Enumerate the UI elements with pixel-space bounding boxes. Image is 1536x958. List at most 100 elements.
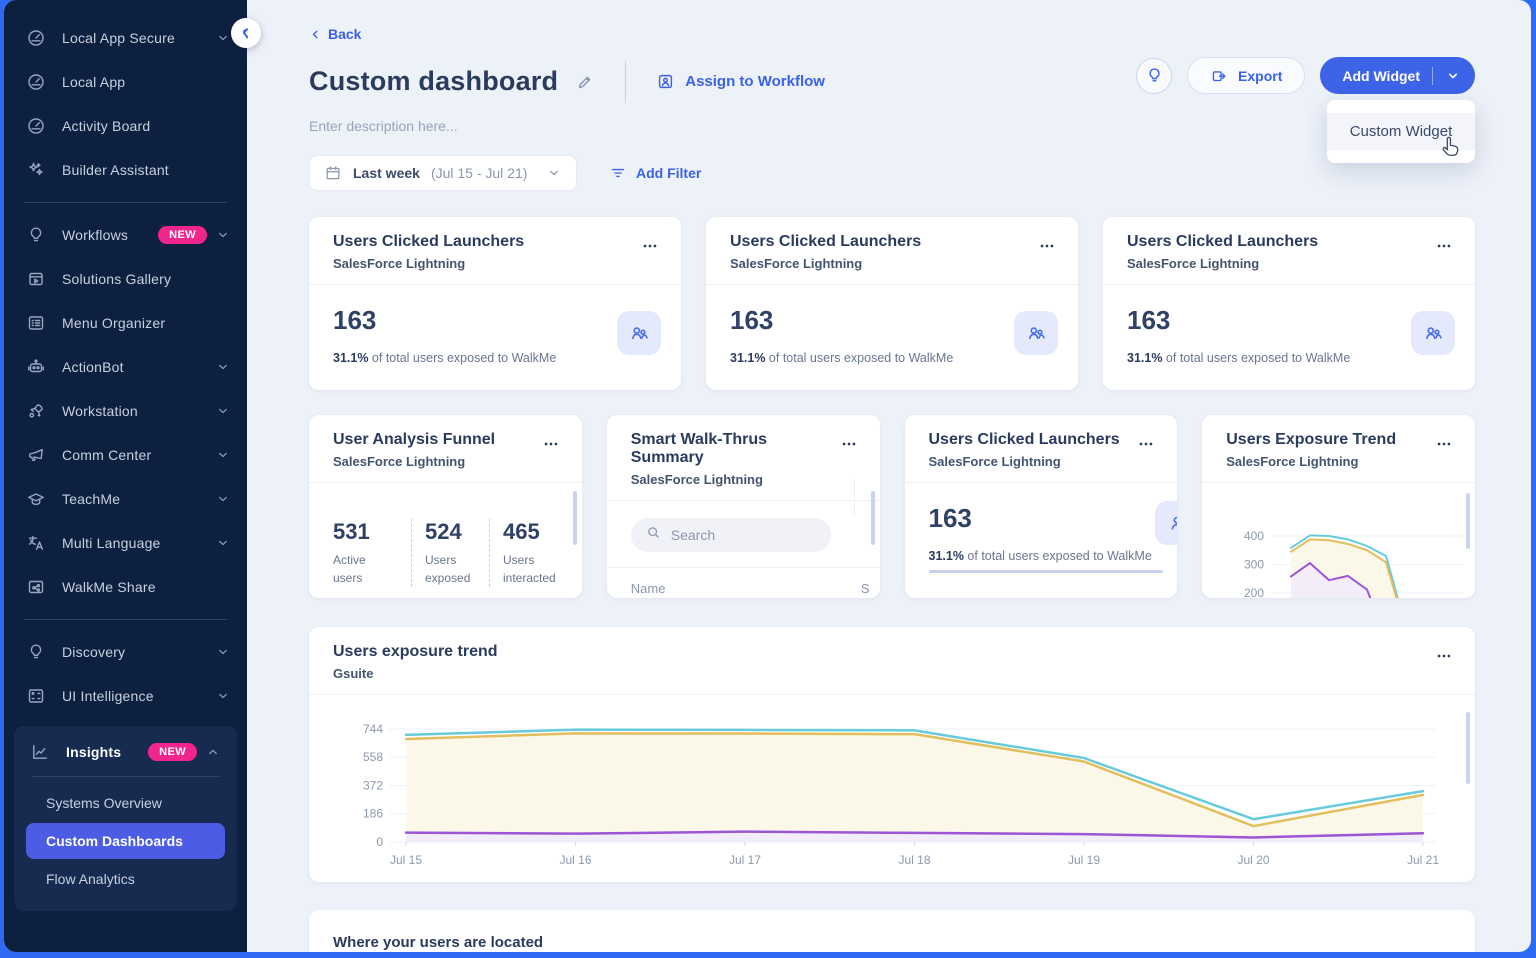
scrollbar[interactable]: [871, 491, 875, 545]
sidebar-item-label: Builder Assistant: [62, 162, 169, 178]
kebab-menu-icon[interactable]: [1038, 233, 1056, 260]
sidebar-collapse-button[interactable]: [231, 18, 261, 48]
sidebar-item-activity-board[interactable]: Activity Board: [4, 104, 247, 148]
sidebar-item-walkme-share[interactable]: WalkMe Share: [4, 565, 247, 609]
export-button[interactable]: Export: [1187, 57, 1305, 94]
sidebar-item-local-app[interactable]: Local App: [4, 60, 247, 104]
sidebar-item-label: ActionBot: [62, 359, 124, 375]
search-input[interactable]: [671, 527, 801, 543]
svg-text:558: 558: [363, 750, 383, 764]
user-analysis-funnel-card: User Analysis Funnel SalesForce Lightnin…: [309, 415, 582, 598]
card-title: Where your users are located: [333, 934, 1451, 951]
sidebar-item-solutions-gallery[interactable]: Solutions Gallery: [4, 257, 247, 301]
users-exposure-trend-card: Users Exposure Trend SalesForce Lightnin…: [1202, 415, 1475, 598]
svg-text:300: 300: [1244, 557, 1264, 571]
calendar-icon: [324, 164, 342, 182]
card-subtitle: SalesForce Lightning: [1127, 256, 1318, 271]
sidebar-item-multi-language[interactable]: Multi Language: [4, 521, 247, 565]
description-input[interactable]: [309, 118, 729, 134]
column-header-clipped[interactable]: S: [861, 581, 870, 596]
kebab-menu-icon[interactable]: [1137, 431, 1155, 458]
list-icon: [26, 313, 46, 333]
add-filter-button[interactable]: Add Filter: [609, 164, 701, 182]
assign-to-workflow-link[interactable]: Assign to Workflow: [656, 72, 825, 91]
back-link[interactable]: Back: [309, 26, 361, 42]
metric-value: 163: [333, 305, 657, 336]
sidebar-divider: [24, 202, 227, 203]
sidebar-item-custom-dashboards[interactable]: Custom Dashboards: [26, 823, 225, 859]
svg-text:400: 400: [1244, 529, 1264, 543]
horizontal-scrollbar[interactable]: [929, 570, 1163, 573]
sidebar-item-ui-intelligence[interactable]: UI Intelligence: [4, 674, 247, 718]
chevron-up-icon: [205, 744, 221, 760]
app-frame: Local App Secure Local App Activity Boar…: [4, 0, 1531, 952]
sidebar-item-local-app-secure[interactable]: Local App Secure: [4, 16, 247, 60]
edit-pencil-icon[interactable]: [576, 72, 595, 91]
ui-intelligence-icon: [26, 686, 46, 706]
users-icon: [1411, 311, 1455, 355]
gauge-icon: [26, 28, 46, 48]
svg-text:Jul 19: Jul 19: [1068, 853, 1100, 867]
sidebar-item-actionbot[interactable]: ActionBot: [4, 345, 247, 389]
chevron-down-icon: [546, 165, 562, 181]
sidebar-item-flow-analytics[interactable]: Flow Analytics: [26, 861, 225, 897]
hand-cursor-icon: [1439, 134, 1465, 160]
card-subtitle: SalesForce Lightning: [1226, 454, 1396, 469]
kebab-menu-icon[interactable]: [542, 431, 560, 458]
sidebar-item-label: Workstation: [62, 403, 138, 419]
sidebar-item-discovery[interactable]: Discovery: [4, 630, 247, 674]
column-header-name[interactable]: Name: [631, 581, 666, 596]
sidebar-item-builder-assistant[interactable]: Builder Assistant: [4, 148, 247, 192]
chevron-down-icon: [215, 403, 231, 419]
users-icon: [617, 311, 661, 355]
chevron-down-icon: [215, 491, 231, 507]
table-header: Name S: [607, 567, 880, 598]
svg-text:0: 0: [376, 834, 383, 848]
users-clicked-launchers-card: Users Clicked Launchers SalesForce Light…: [905, 415, 1178, 598]
idea-bulb-button[interactable]: [1136, 58, 1172, 94]
lightbulb-icon: [26, 642, 46, 662]
sidebar-item-menu-organizer[interactable]: Menu Organizer: [4, 301, 247, 345]
sidebar-item-label: Multi Language: [62, 535, 161, 551]
funnel-stats: 531Active users 524Users exposed 465User…: [309, 519, 582, 587]
add-widget-dropdown: Custom Widget: [1327, 100, 1475, 163]
funnel-stat: 531Active users: [333, 519, 411, 587]
chevron-down-icon: [215, 359, 231, 375]
kebab-menu-icon[interactable]: [1435, 643, 1453, 670]
megaphone-icon: [26, 445, 46, 465]
svg-text:Jul 16: Jul 16: [559, 853, 591, 867]
kebab-menu-icon[interactable]: [1435, 233, 1453, 260]
scrollbar[interactable]: [1466, 712, 1470, 784]
sidebar-item-workflows[interactable]: Workflows NEW: [4, 213, 247, 257]
sidebar-item-label: TeachMe: [62, 491, 120, 507]
svg-text:Jul 20: Jul 20: [1237, 853, 1269, 867]
date-range-picker[interactable]: Last week (Jul 15 - Jul 21): [309, 155, 577, 191]
card-title: Users Clicked Launchers: [730, 233, 921, 251]
funnel-stat: 465Users interacted: [489, 519, 567, 587]
chevron-down-icon: [215, 644, 231, 660]
scrollbar[interactable]: [1466, 493, 1470, 549]
search-icon: [645, 524, 662, 546]
card-title: Users Clicked Launchers: [1127, 233, 1318, 251]
kebab-menu-icon[interactable]: [641, 233, 659, 260]
users-location-card: Where your users are located: [309, 910, 1475, 953]
custom-widget-menu-item[interactable]: Custom Widget: [1327, 113, 1475, 150]
funnel-stat: 524Users exposed: [411, 519, 489, 587]
widget-row-1: Users Clicked Launchers SalesForce Light…: [309, 217, 1475, 390]
sidebar-item-systems-overview[interactable]: Systems Overview: [26, 785, 225, 821]
sidebar-item-workstation[interactable]: Workstation: [4, 389, 247, 433]
person-icon: [1155, 501, 1177, 545]
add-widget-button[interactable]: Add Widget: [1320, 57, 1475, 94]
sidebar-item-comm-center[interactable]: Comm Center: [4, 433, 247, 477]
header-actions: Export Add Widget: [1136, 57, 1475, 94]
users-clicked-launchers-card: Users Clicked Launchers SalesForce Light…: [1103, 217, 1475, 390]
card-subtitle: SalesForce Lightning: [333, 256, 524, 271]
share-icon: [26, 577, 46, 597]
kebab-menu-icon[interactable]: [1435, 431, 1453, 458]
export-icon: [1210, 67, 1228, 85]
scrollbar[interactable]: [573, 491, 577, 545]
sidebar-item-insights[interactable]: Insights NEW: [14, 730, 237, 774]
sidebar-item-teachme[interactable]: TeachMe: [4, 477, 247, 521]
kebab-menu-icon[interactable]: [840, 431, 858, 458]
workflow-person-icon: [656, 72, 675, 91]
